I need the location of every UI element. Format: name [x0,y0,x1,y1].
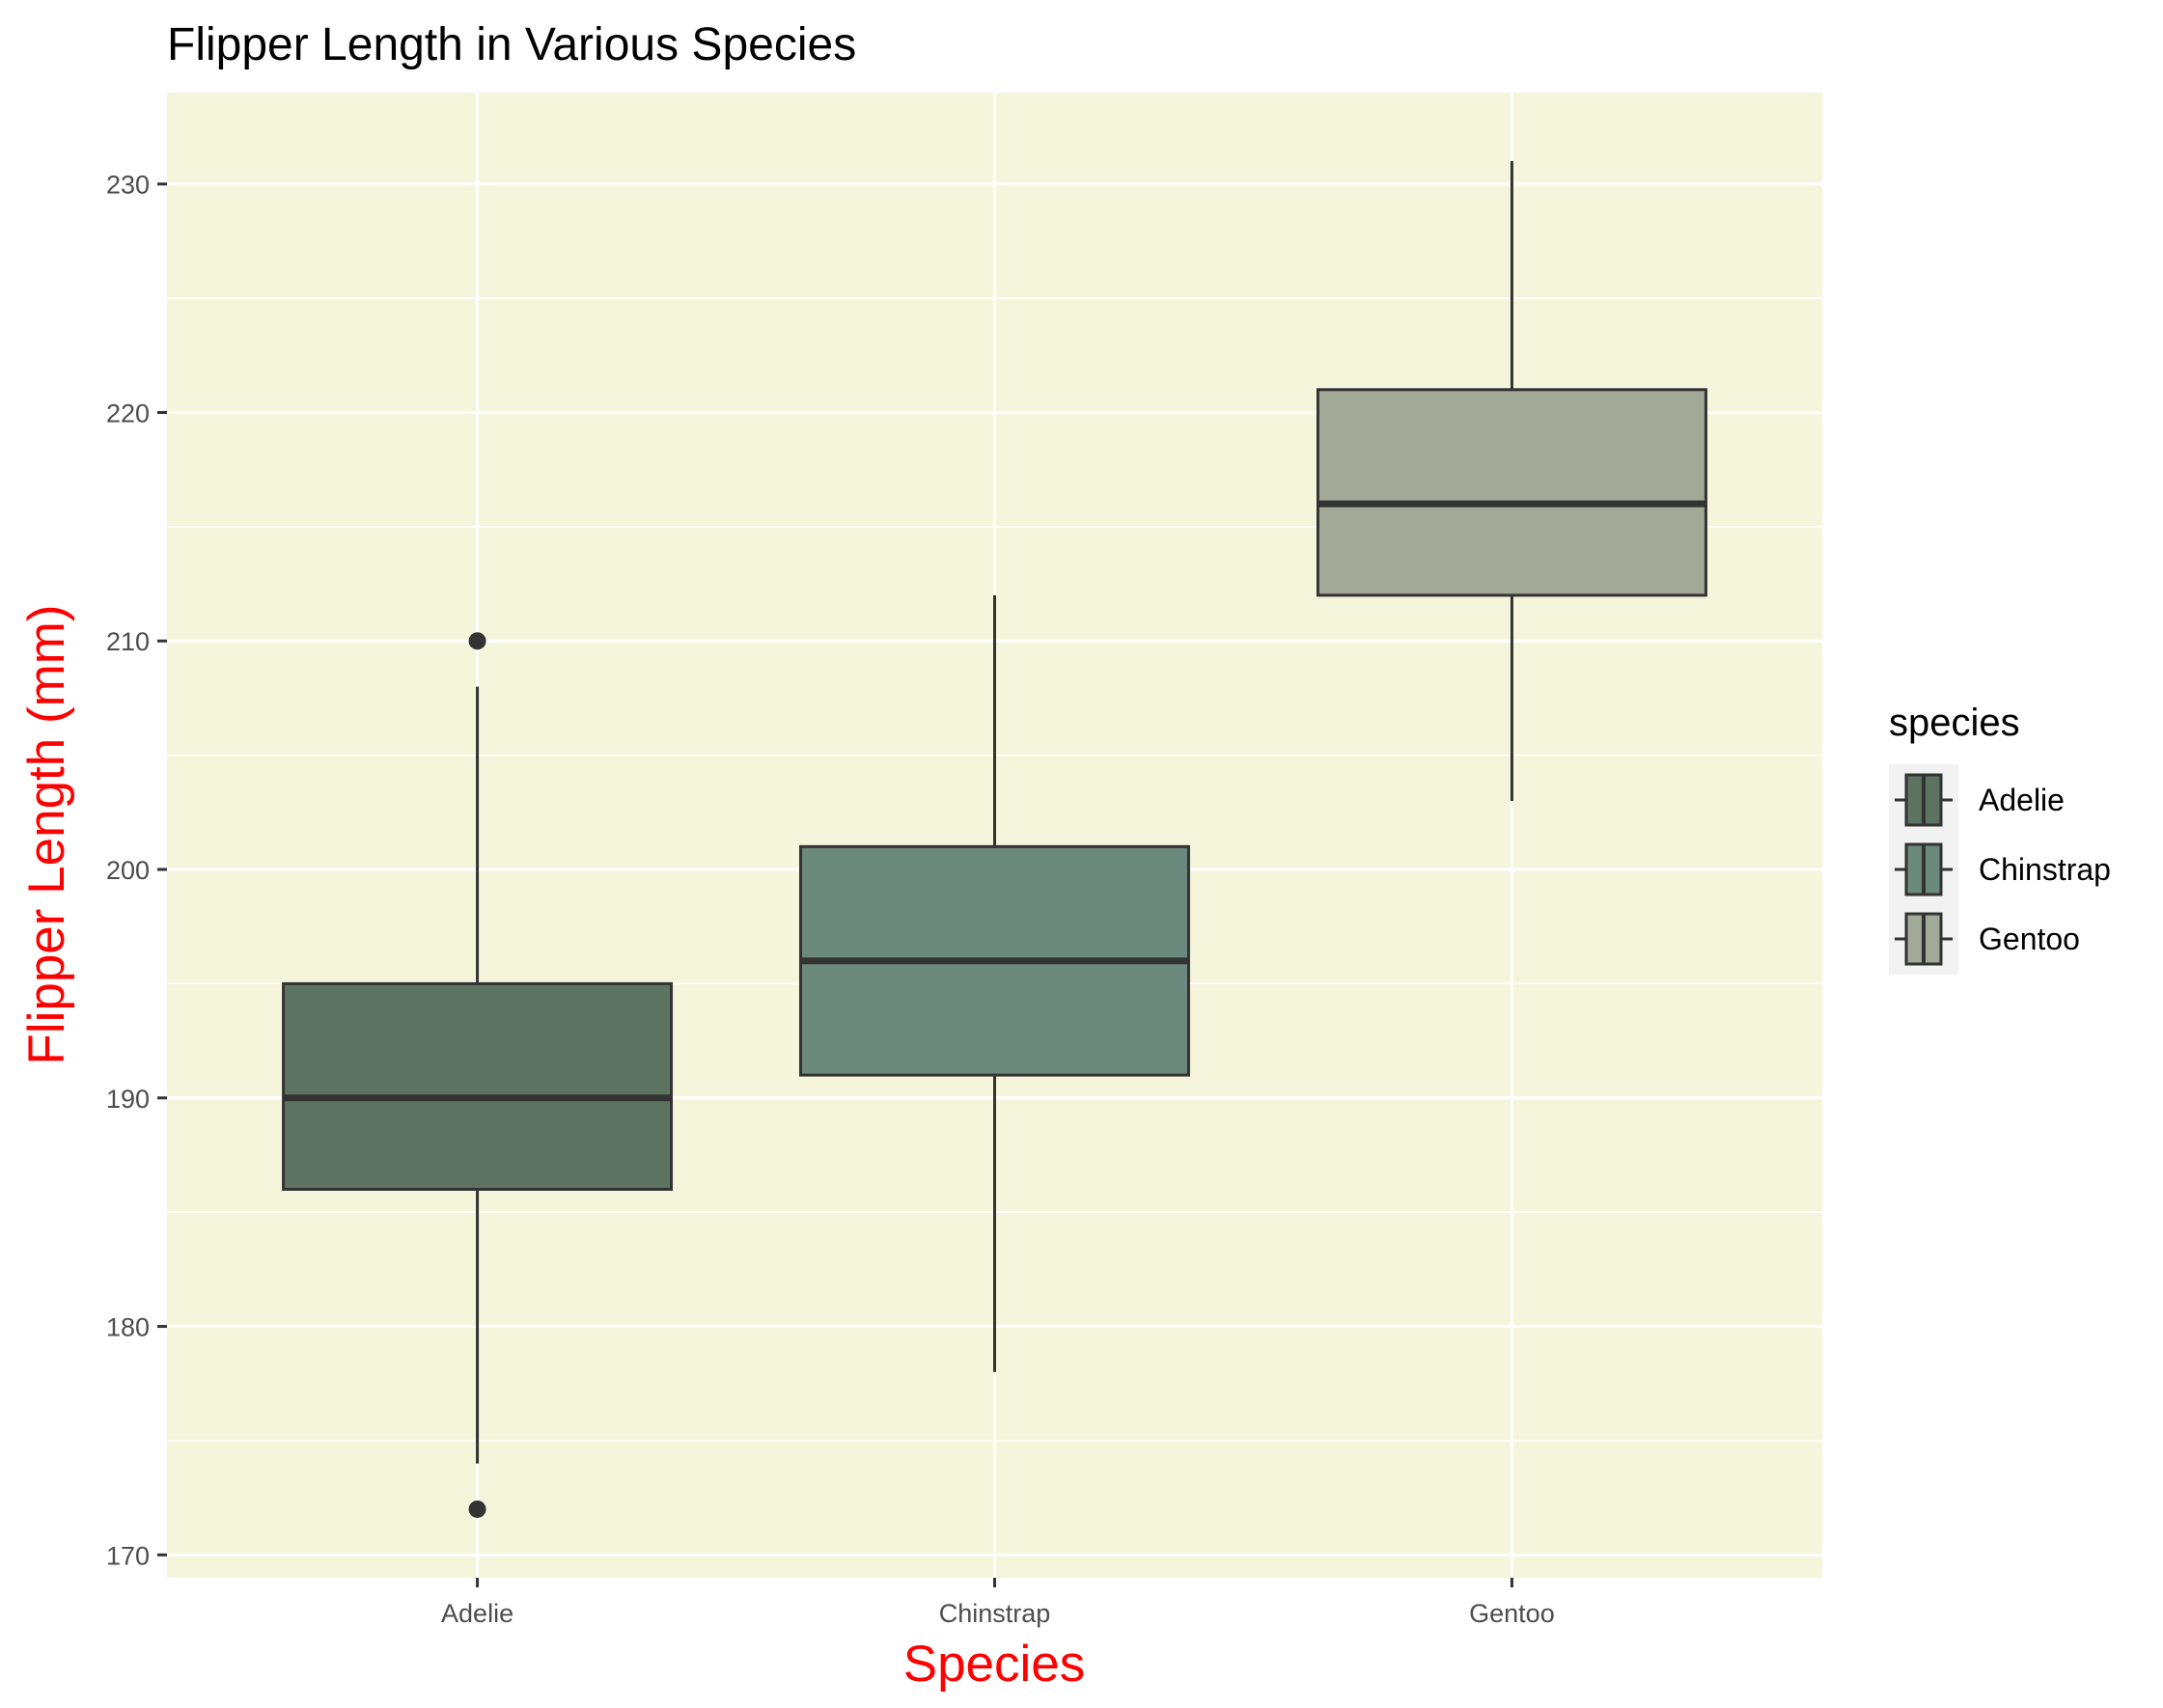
legend-title: species [1889,702,2020,744]
box-iqr [1316,388,1707,597]
legend-entry-chinstrap: Chinstrap [1895,842,2111,896]
box-adelie [282,632,674,1518]
legend-label: Adelie [1979,783,2065,817]
y-tick-label: 170 [106,1541,150,1570]
box-iqr [282,981,674,1191]
y-tick-label: 230 [106,171,150,200]
y-tick-label: 200 [106,856,150,885]
x-axis: Adelie Chinstrap Gentoo [441,1578,1555,1628]
legend-label: Chinstrap [1979,852,2111,887]
box-chinstrap [799,594,1190,1372]
y-tick-label: 220 [106,399,150,427]
chart-title: Flipper Length in Various Species [167,19,856,70]
boxes [282,161,1707,1518]
outlier-point [468,632,486,650]
x-axis-title: Species [903,1636,1086,1693]
legend: species Adelie Chinstrap Gentoo [1889,702,2111,975]
x-tick-label: Chinstrap [939,1599,1051,1628]
box-gentoo [1316,161,1707,801]
legend-entry-gentoo: Gentoo [1895,912,2080,966]
y-axis-title: Flipper Length (mm) [18,604,75,1064]
y-axis: 170 180 190 200 210 220 230 [106,171,167,1570]
y-tick-label: 210 [106,627,150,656]
legend-entry-adelie: Adelie [1895,773,2065,827]
outlier-point [468,1500,486,1518]
y-tick-label: 180 [106,1313,150,1342]
legend-label: Gentoo [1979,922,2080,956]
x-tick-label: Gentoo [1469,1599,1555,1628]
y-tick-label: 190 [106,1085,150,1114]
x-tick-label: Adelie [441,1599,513,1628]
